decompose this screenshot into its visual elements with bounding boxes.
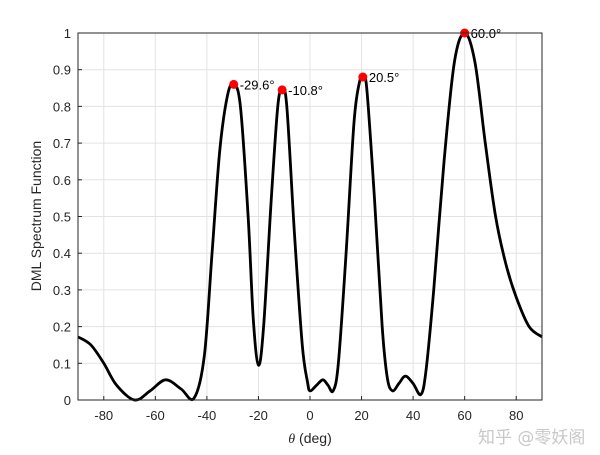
x-tick-label: 40: [406, 408, 420, 423]
x-tick-label: 20: [354, 408, 368, 423]
y-tick-label: 0: [64, 393, 71, 408]
x-tick-label: 60: [457, 408, 471, 423]
y-tick-label: 0.3: [53, 283, 71, 298]
y-tick-label: 0.9: [53, 63, 71, 78]
x-tick-label: -60: [146, 408, 165, 423]
peak-marker: [229, 79, 239, 89]
x-tick-label: 0: [306, 408, 313, 423]
watermark: 知乎 @零妖阁: [478, 428, 586, 448]
x-tick-label: 80: [509, 408, 523, 423]
peak-markers: -29.6° -10.8°20.5°60.0°: [229, 26, 501, 98]
y-tick-label: 0.8: [53, 99, 71, 114]
peak-label: -29.6°: [240, 77, 275, 92]
peak-label: 20.5°: [369, 70, 400, 85]
x-axis-label: θ (deg): [288, 430, 331, 447]
y-tick-label: 0.6: [53, 173, 71, 188]
y-tick-label: 0.4: [53, 246, 71, 261]
axes-box: [77, 32, 543, 401]
y-tick-label: 0.1: [53, 356, 71, 371]
spectrum-line: [77, 31, 543, 402]
peak-label: -10.8°: [288, 83, 323, 98]
y-tick-label: 0.2: [53, 320, 71, 335]
x-tick-label: -20: [249, 408, 268, 423]
x-tick-label: -40: [197, 408, 216, 423]
y-tick-label: 0.7: [53, 136, 71, 151]
y-tick-label: 1: [64, 26, 71, 41]
peak-marker: [358, 72, 368, 82]
peak-marker: [277, 85, 287, 95]
y-axis-label: DML Spectrum Function: [28, 141, 44, 291]
ticks: -80 -60 -40 -20 0 20 40 60 80 0 0.1 0.2 0.3 0.4 0.5 0.6…: [53, 26, 524, 423]
grid: [78, 32, 542, 401]
y-tick-label: 0.5: [53, 210, 71, 225]
x-tick-label: -80: [94, 408, 113, 423]
